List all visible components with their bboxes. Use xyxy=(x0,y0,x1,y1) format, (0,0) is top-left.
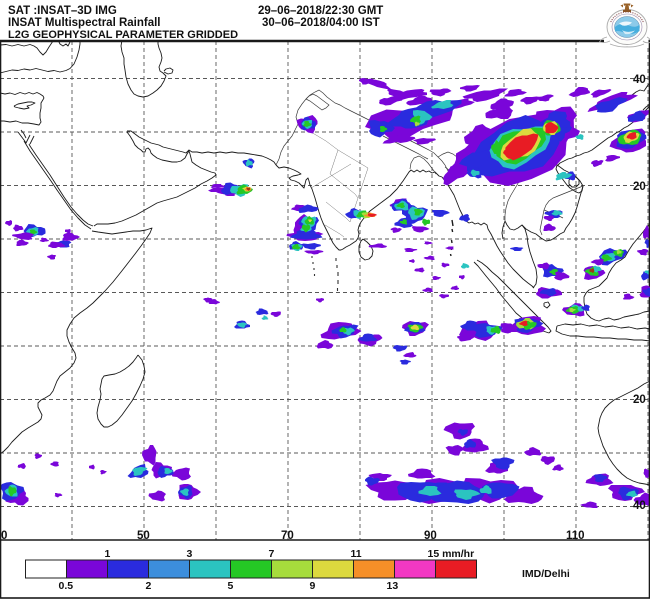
svg-text:40: 40 xyxy=(633,74,646,86)
svg-text:29–06–2018/22:30 GMT: 29–06–2018/22:30 GMT xyxy=(258,5,383,17)
svg-text:110: 110 xyxy=(566,530,585,542)
svg-text:9: 9 xyxy=(310,580,316,592)
svg-text:20: 20 xyxy=(633,394,646,406)
svg-text:40: 40 xyxy=(633,500,646,512)
svg-text:L2G GEOPHYSICAL PARAMETER GRID: L2G GEOPHYSICAL PARAMETER GRIDDED xyxy=(8,29,238,41)
svg-text:2: 2 xyxy=(146,580,152,592)
svg-text:20: 20 xyxy=(633,181,646,193)
svg-text:90: 90 xyxy=(424,530,437,542)
svg-text:0.5: 0.5 xyxy=(59,580,74,592)
svg-text:7: 7 xyxy=(269,548,275,560)
svg-text:INSAT Multispectral Rainfall: INSAT Multispectral Rainfall xyxy=(8,17,161,29)
svg-text:13: 13 xyxy=(387,580,399,592)
svg-text:50: 50 xyxy=(137,530,150,542)
svg-text:0: 0 xyxy=(1,530,7,542)
svg-text:11: 11 xyxy=(351,548,362,560)
svg-text:1: 1 xyxy=(105,548,111,560)
svg-text:70: 70 xyxy=(281,530,294,542)
svg-text:IMD/Delhi: IMD/Delhi xyxy=(522,568,570,580)
svg-text:SAT :INSAT–3D IMG: SAT :INSAT–3D IMG xyxy=(8,5,117,17)
svg-text:30–06–2018/04:00 IST: 30–06–2018/04:00 IST xyxy=(262,17,380,29)
svg-text:3: 3 xyxy=(187,548,193,560)
svg-text:15 mm/hr: 15 mm/hr xyxy=(428,548,475,560)
svg-text:5: 5 xyxy=(228,580,234,592)
